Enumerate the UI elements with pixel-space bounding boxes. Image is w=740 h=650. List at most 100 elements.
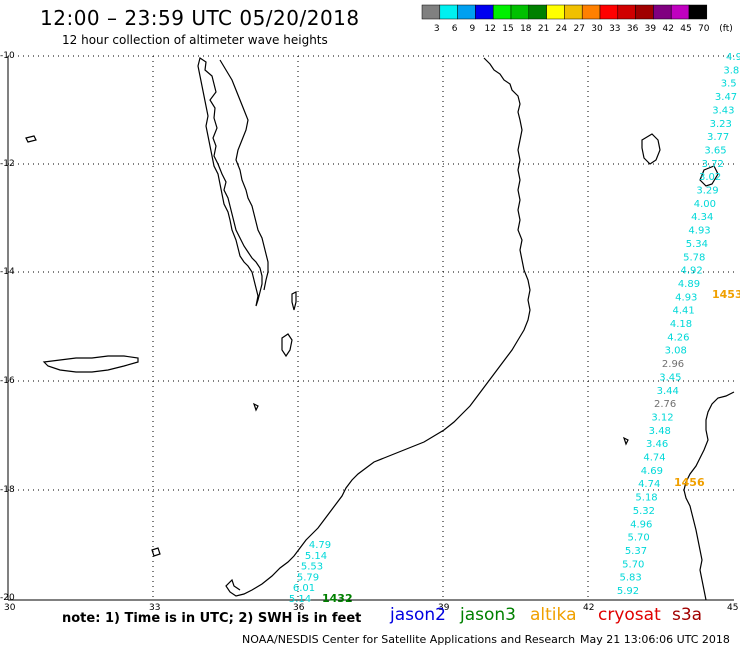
colorbar-label: 18 (520, 24, 532, 34)
lat-label: -14 (0, 267, 15, 277)
time-label-1453: 1453 (712, 288, 740, 301)
wave-height-reading: 3.65 (704, 145, 726, 156)
colorbar-label: 24 (556, 24, 568, 34)
wave-height-reading: 2.96 (662, 359, 684, 370)
wave-height-reading: 4.74 (643, 453, 665, 464)
colorbar-label: 30 (591, 24, 603, 34)
wave-height-reading: 5.18 (635, 493, 657, 504)
wave-height-reading: 5.83 (620, 573, 642, 584)
wave-height-reading: 4.26 (667, 332, 689, 343)
lon-label: 45 (727, 603, 739, 613)
wave-height-reading: 4.69 (641, 466, 663, 477)
colorbar-unit: (ft) (719, 24, 733, 34)
wave-height-reading: 3.72 (702, 159, 724, 170)
colorbar-label: 9 (470, 24, 476, 34)
colorbar-label: 70 (698, 24, 710, 34)
wave-height-reading: 3.5 (721, 79, 737, 90)
altimeter-track-a: 4.9 3.8 3.5 3.47 3.43 3.23 3.77 3.65 3.72 3.02 3.2… (617, 52, 740, 597)
lat-label: -10 (0, 51, 15, 61)
wave-height-reading: 3.08 (665, 346, 687, 357)
wave-height-reading: 4.00 (694, 199, 716, 210)
wave-height-reading: 5.32 (633, 506, 655, 517)
wave-height-reading: 4.93 (675, 292, 697, 303)
wave-height-reading: 3.45 (659, 372, 681, 383)
colorbar-label: 3 (434, 24, 440, 34)
graticule (8, 55, 734, 600)
wave-height-reading: 4.96 (630, 519, 652, 530)
timestamp-text: May 21 13:06:06 UTC 2018 (580, 633, 730, 646)
small-lake-1 (281, 333, 293, 358)
wave-height-reading: 5.37 (625, 546, 647, 557)
wave-height-reading: 6.01 (293, 583, 315, 594)
wave-height-reading: 3.48 (649, 426, 671, 437)
colorbar-label: 15 (502, 24, 513, 34)
wave-height-reading: 3.77 (707, 132, 729, 143)
wave-height-reading: 5.92 (617, 586, 639, 597)
lon-label: 30 (4, 603, 16, 613)
color-legend: 3 6 9 12 15 18 21 24 27 30 33 36 39 42 45 70 (ft) (421, 4, 733, 34)
lon-label: 42 (583, 603, 595, 613)
islet-3 (252, 402, 259, 412)
lake-malawi-east-shore (219, 59, 269, 291)
wave-height-reading: 5.70 (627, 533, 649, 544)
lake-malawi (197, 57, 263, 307)
colorbar-label: 36 (627, 24, 639, 34)
colorbar-label: 21 (538, 24, 549, 34)
credit-text: NOAA/NESDIS Center for Satellite Applica… (242, 633, 576, 646)
wave-height-reading: 3.43 (712, 105, 734, 116)
wave-height-reading: 3.29 (696, 186, 718, 197)
colorbar-label: 6 (452, 24, 458, 34)
time-label-1432: 1432 (322, 592, 353, 605)
wave-height-reading: 3.46 (646, 439, 668, 450)
small-lake-2 (291, 291, 297, 311)
islet-1 (25, 135, 37, 143)
wave-height-reading: 4.9 (726, 52, 740, 63)
wave-height-reading: 3.44 (657, 386, 679, 397)
lat-label: -16 (0, 376, 15, 386)
satellite-altika: altika (530, 605, 577, 625)
wave-height-reading: 4.89 (678, 279, 700, 290)
map-subtitle: 12 hour collection of altimeter wave hei… (62, 33, 328, 47)
wave-height-reading: 2.76 (654, 399, 676, 410)
satellite-cryosat: cryosat (598, 605, 661, 625)
comoros-small (699, 165, 719, 187)
altimeter-track-b: 4.795.145.535.796.015.14 (289, 540, 331, 605)
wave-height-reading: 5.14 (289, 594, 311, 605)
lon-label: 39 (438, 603, 450, 613)
colorbar-label: 42 (662, 24, 673, 34)
wave-height-reading: 3.47 (715, 92, 737, 103)
zambia-lake (42, 355, 139, 373)
lat-label: -18 (0, 485, 15, 495)
lat-label: -20 (0, 593, 15, 603)
map-title: 12:00 – 23:59 UTC 05/20/2018 (40, 6, 360, 30)
lat-label: -12 (0, 159, 15, 169)
colorbar-label: 33 (609, 24, 620, 34)
wave-height-reading: 4.34 (691, 212, 713, 223)
colorbar-swatch (688, 4, 708, 20)
satellite-jason2: jason2 (390, 605, 446, 625)
satellite-jason3: jason3 (460, 605, 516, 625)
wave-height-reading: 4.74 (638, 479, 660, 490)
islet-4 (622, 436, 629, 446)
wave-height-reading: 5.14 (305, 551, 327, 562)
wave-height-reading: 5.79 (297, 572, 319, 583)
wave-height-reading: 4.79 (309, 540, 331, 551)
coastline (25, 57, 735, 601)
note-text: note: 1) Time is in UTC; 2) SWH is in fe… (62, 611, 362, 626)
time-label-1456: 1456 (674, 476, 705, 489)
wave-height-reading: 4.92 (680, 266, 702, 277)
wave-height-reading: 5.34 (686, 239, 708, 250)
wave-height-reading: 3.8 (723, 65, 739, 76)
mozambique-coast (225, 57, 531, 597)
wave-height-reading: 4.41 (673, 306, 695, 317)
satellite-s3a: s3a (672, 605, 703, 625)
wave-height-reading: 4.93 (688, 226, 710, 237)
wave-height-reading: 3.02 (699, 172, 721, 183)
lon-label: 33 (149, 603, 161, 613)
colorbar-label: 12 (484, 24, 495, 34)
comoros-grande (641, 133, 661, 165)
islet-2 (151, 547, 161, 557)
wave-height-reading: 4.18 (670, 319, 692, 330)
wave-height-reading: 5.70 (622, 559, 644, 570)
